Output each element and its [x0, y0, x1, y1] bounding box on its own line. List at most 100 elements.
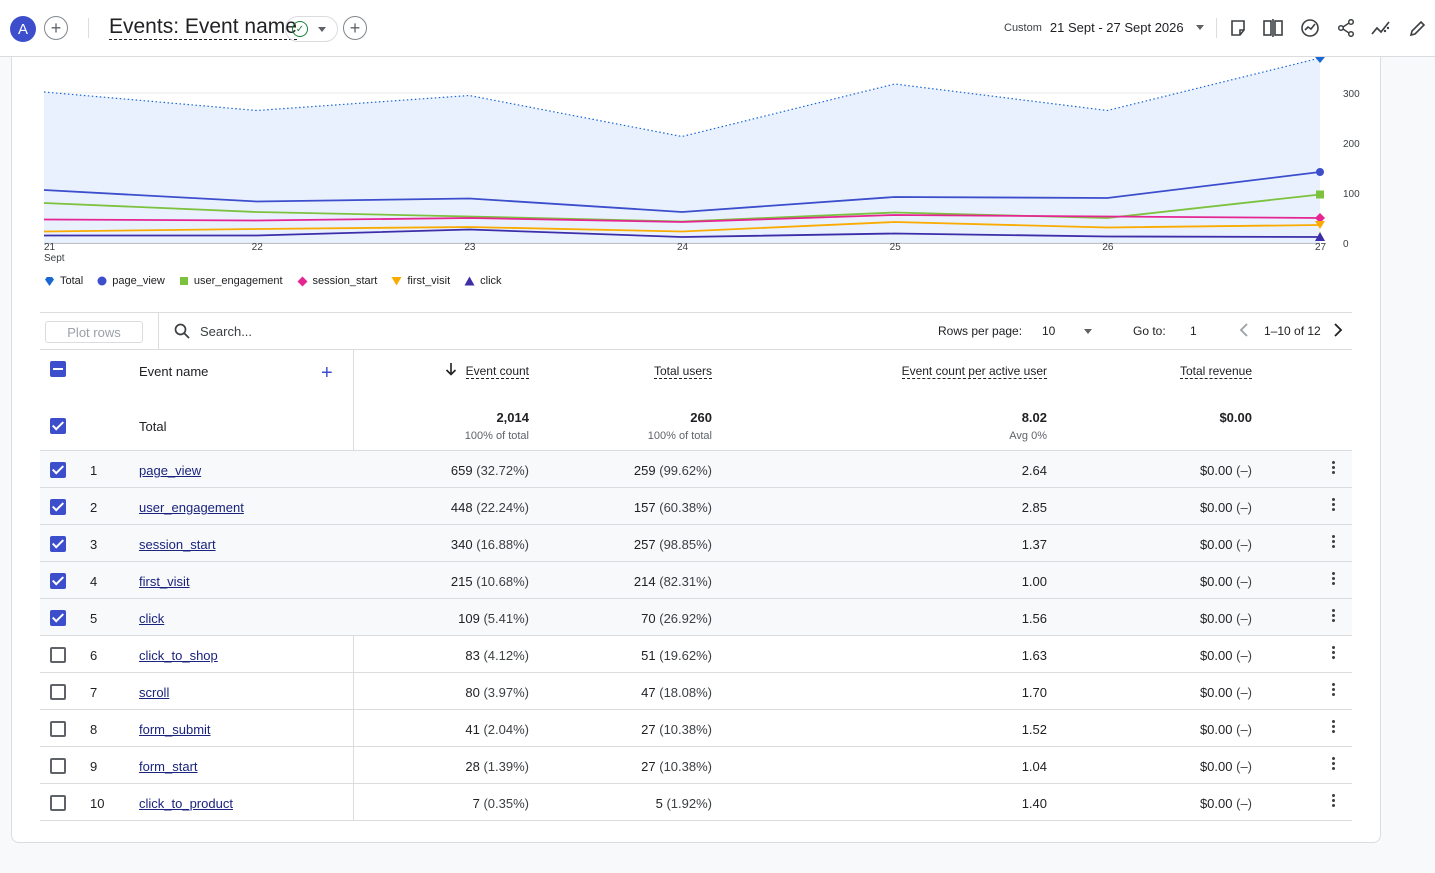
add-comparison-icon[interactable]: +: [343, 16, 367, 40]
revenue-value: $0.00: [1199, 463, 1233, 478]
event-name-link[interactable]: user_engagement: [139, 500, 244, 515]
add-dimension-icon[interactable]: +: [321, 362, 333, 384]
legend-item[interactable]: session_start: [297, 275, 377, 287]
insights-icon[interactable]: [1300, 18, 1320, 38]
page-title[interactable]: Events: Event name: [109, 15, 297, 40]
revenue-cell: $0.00 (–): [1200, 722, 1252, 737]
row-index: 3: [90, 537, 98, 552]
note-icon[interactable]: [1228, 18, 1248, 38]
row-checkbox[interactable]: [50, 684, 66, 700]
event-count-pct: (16.88%): [476, 537, 529, 552]
select-all-checkbox[interactable]: [50, 361, 66, 377]
add-icon[interactable]: +: [44, 16, 68, 40]
event-name-link[interactable]: form_start: [139, 759, 198, 774]
table-row[interactable]: 4 first_visit 215 (10.68%) 214 (82.31%) 1.00…: [40, 562, 1352, 599]
event-name-link[interactable]: page_view: [139, 463, 202, 478]
event-count-value: 83: [465, 648, 480, 663]
event-count-pct: (22.24%): [476, 500, 529, 515]
event-count-pct: (3.97%): [483, 685, 529, 700]
row-checkbox[interactable]: [50, 647, 66, 663]
share-icon[interactable]: [1336, 18, 1356, 38]
more-vert-icon[interactable]: [1332, 683, 1336, 698]
more-vert-icon[interactable]: [1332, 535, 1336, 550]
row-checkbox[interactable]: [50, 536, 66, 552]
total-users-cell: 51 (19.62%): [641, 648, 712, 663]
table-row[interactable]: 1 page_view 659 (32.72%) 259 (99.62%) 2.64 $0…: [40, 451, 1352, 488]
event-name-link[interactable]: scroll: [139, 685, 170, 700]
table-row[interactable]: 7 scroll 80 (3.97%) 47 (18.08%) 1.70 $0.00 (–…: [40, 673, 1352, 710]
next-page-icon[interactable]: [1333, 322, 1343, 343]
table-header: Event name + Event count Total users Eve…: [40, 350, 1352, 451]
date-caret-icon: [1195, 25, 1204, 30]
legend-item[interactable]: click: [464, 275, 502, 287]
revenue-pct: (–): [1236, 463, 1252, 478]
revenue-pct: (–): [1236, 759, 1252, 774]
table-toolbar: Plot rows Search... Rows per page: 10 Go…: [40, 312, 1352, 350]
revenue-pct: (–): [1236, 500, 1252, 515]
total-checkbox[interactable]: [50, 418, 66, 434]
event-count-cell: 659 (32.72%): [451, 463, 529, 478]
rows-per-page-caret-icon[interactable]: [1084, 329, 1092, 334]
event-count-value: 7: [472, 796, 480, 811]
trend-icon[interactable]: [1371, 18, 1391, 38]
total-users-pct: (82.31%): [659, 574, 712, 589]
more-vert-icon[interactable]: [1332, 720, 1336, 735]
table-row[interactable]: 8 form_submit 41 (2.04%) 27 (10.38%) 1.52 $0.…: [40, 710, 1352, 747]
table-row[interactable]: 5 click 109 (5.41%) 70 (26.92%) 1.56 $0.00 (–…: [40, 599, 1352, 636]
more-vert-icon[interactable]: [1332, 498, 1336, 513]
more-vert-icon[interactable]: [1332, 609, 1336, 624]
row-checkbox[interactable]: [50, 610, 66, 626]
revenue-pct: (–): [1236, 685, 1252, 700]
rows-per-page-select[interactable]: 10: [1042, 324, 1056, 338]
more-vert-icon[interactable]: [1332, 461, 1336, 476]
plot-rows-button[interactable]: Plot rows: [45, 321, 143, 343]
dimension-header[interactable]: Event name: [139, 364, 209, 379]
table-row[interactable]: 10 click_to_product 7 (0.35%) 5 (1.92%) 1.40…: [40, 784, 1352, 821]
header-event-count[interactable]: Event count: [465, 364, 529, 379]
more-vert-icon[interactable]: [1332, 757, 1336, 772]
legend-item[interactable]: Total: [44, 275, 83, 287]
header-total-users[interactable]: Total users: [653, 364, 712, 379]
revenue-value: $0.00: [1199, 796, 1233, 811]
row-checkbox[interactable]: [50, 758, 66, 774]
more-vert-icon[interactable]: [1332, 646, 1336, 661]
goto-input[interactable]: 1: [1190, 324, 1197, 338]
row-checkbox[interactable]: [50, 499, 66, 515]
more-vert-icon[interactable]: [1332, 572, 1336, 587]
event-name-link[interactable]: first_visit: [139, 574, 190, 589]
event-name-link[interactable]: session_start: [139, 537, 216, 552]
total-users-pct: (10.38%): [659, 722, 712, 737]
avatar[interactable]: A: [10, 16, 36, 42]
row-checkbox[interactable]: [50, 462, 66, 478]
row-index: 10: [90, 796, 105, 811]
row-checkbox[interactable]: [50, 795, 66, 811]
row-checkbox[interactable]: [50, 721, 66, 737]
legend-item[interactable]: user_engagement: [179, 275, 283, 287]
sort-desc-icon[interactable]: [445, 362, 457, 381]
table-row[interactable]: 2 user_engagement 448 (22.24%) 157 (60.38%)…: [40, 488, 1352, 525]
event-name-link[interactable]: form_submit: [139, 722, 211, 737]
row-checkbox[interactable]: [50, 573, 66, 589]
header-event-count-per-user[interactable]: Event count per active user: [901, 364, 1047, 379]
compare-icon[interactable]: [1263, 18, 1283, 38]
event-name-link[interactable]: click_to_shop: [139, 648, 218, 663]
status-dropdown[interactable]: ✓: [285, 16, 338, 42]
prev-page-icon[interactable]: [1239, 322, 1249, 343]
event-name-link[interactable]: click: [139, 611, 165, 626]
table-row[interactable]: 6 click_to_shop 83 (4.12%) 51 (19.62%) 1.63 $…: [40, 636, 1352, 673]
date-picker[interactable]: Custom 21 Sept - 27 Sept 2026: [1004, 20, 1204, 35]
legend-item[interactable]: first_visit: [391, 275, 450, 287]
event-name-link[interactable]: click_to_product: [139, 796, 233, 811]
more-vert-icon[interactable]: [1332, 794, 1336, 809]
revenue-cell: $0.00 (–): [1200, 463, 1252, 478]
search-input[interactable]: Search...: [200, 324, 253, 339]
table-row[interactable]: 9 form_start 28 (1.39%) 27 (10.38%) 1.04 $0.0…: [40, 747, 1352, 784]
table-row[interactable]: 3 session_start 340 (16.88%) 257 (98.85%) 1.…: [40, 525, 1352, 562]
revenue-cell: $0.00 (–): [1200, 685, 1252, 700]
revenue-cell: $0.00 (–): [1200, 500, 1252, 515]
legend-item[interactable]: page_view: [97, 275, 165, 287]
revenue-value: $0.00: [1199, 759, 1233, 774]
edit-icon[interactable]: [1408, 18, 1428, 38]
header-total-revenue[interactable]: Total revenue: [1179, 364, 1252, 379]
total-users-value: 259: [633, 463, 656, 478]
